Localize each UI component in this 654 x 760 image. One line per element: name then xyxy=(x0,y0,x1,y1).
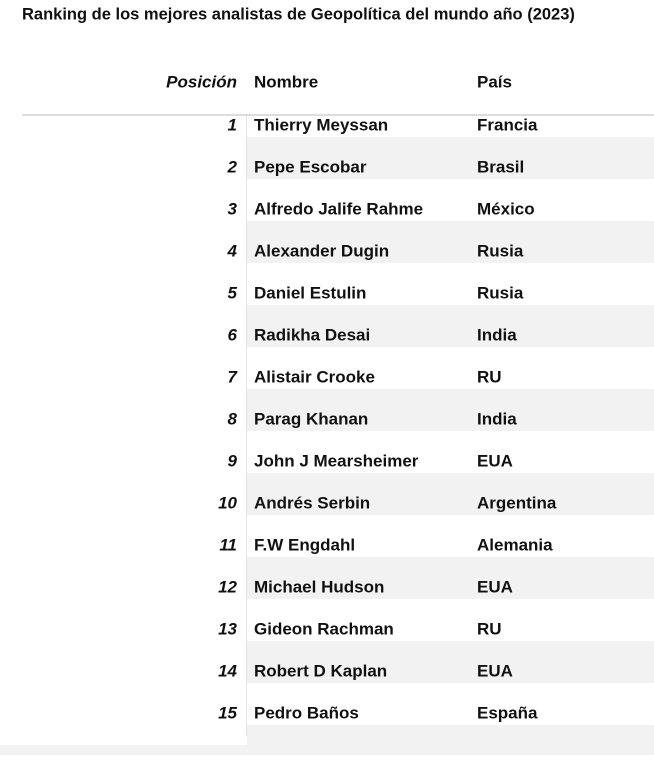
country-cell: México xyxy=(477,199,535,218)
country-cell: RU xyxy=(477,367,502,386)
country-cell: RU xyxy=(477,619,502,638)
row-band xyxy=(247,641,654,662)
footer-band xyxy=(0,745,654,755)
row-band xyxy=(247,725,654,746)
position-cell: 3 xyxy=(228,199,238,218)
country-cell: Francia xyxy=(477,115,538,134)
country-cell: Brasil xyxy=(477,157,524,176)
row-band xyxy=(247,158,654,179)
row-band xyxy=(247,410,654,431)
name-cell: Michael Hudson xyxy=(254,577,384,596)
name-cell: Alexander Dugin xyxy=(254,241,389,260)
country-cell: India xyxy=(477,325,517,344)
position-cell: 13 xyxy=(218,619,237,638)
name-cell: Gideon Rachman xyxy=(254,619,394,638)
name-cell: Radikha Desai xyxy=(254,325,370,344)
row-band xyxy=(247,578,654,599)
country-cell: EUA xyxy=(477,577,513,596)
row-band xyxy=(247,326,654,347)
row-band xyxy=(247,305,654,326)
row-band xyxy=(247,662,654,683)
header-cell: Nombre xyxy=(254,72,318,91)
country-cell: India xyxy=(477,409,517,428)
country-cell: Argentina xyxy=(477,493,557,512)
header-cell: Posición xyxy=(166,72,237,91)
position-cell: 9 xyxy=(228,451,238,470)
position-cell: 4 xyxy=(227,241,238,260)
position-cell: 1 xyxy=(228,115,237,134)
name-cell: John J Mearsheimer xyxy=(254,451,419,470)
position-cell: 12 xyxy=(218,577,237,596)
name-cell: Pedro Baños xyxy=(254,703,359,722)
position-cell: 5 xyxy=(228,283,238,302)
position-cell: 14 xyxy=(218,661,237,680)
position-cell: 11 xyxy=(219,535,237,554)
row-band xyxy=(247,242,654,263)
name-cell: Daniel Estulin xyxy=(254,283,366,302)
row-band xyxy=(247,137,654,158)
country-cell: España xyxy=(477,703,538,722)
name-cell: Alfredo Jalife Rahme xyxy=(254,199,423,218)
header-cell: País xyxy=(477,72,512,91)
row-band xyxy=(247,221,654,242)
position-cell: 15 xyxy=(218,703,237,722)
title: Ranking de los mejores analistas de Geop… xyxy=(22,5,575,23)
name-cell: Andrés Serbin xyxy=(254,493,370,512)
table-body: 1 Thierry Meyssan Francia 2 Pepe Escobar Bras… xyxy=(218,115,654,746)
row-band xyxy=(247,494,654,515)
country-cell: Rusia xyxy=(477,241,524,260)
position-cell: 2 xyxy=(227,157,238,176)
country-cell: EUA xyxy=(477,661,513,680)
name-cell: Alistair Crooke xyxy=(254,367,375,386)
name-cell: Thierry Meyssan xyxy=(254,115,388,134)
name-cell: Parag Khanan xyxy=(254,409,368,428)
row-band xyxy=(247,557,654,578)
country-cell: Alemania xyxy=(477,535,553,554)
position-cell: 7 xyxy=(228,367,239,386)
position-cell: 8 xyxy=(228,409,238,428)
country-cell: EUA xyxy=(477,451,513,470)
name-cell: Robert D Kaplan xyxy=(254,661,387,680)
position-cell: 6 xyxy=(228,325,238,344)
name-cell: Pepe Escobar xyxy=(254,157,367,176)
country-cell: Rusia xyxy=(477,283,524,302)
row-band xyxy=(247,473,654,494)
name-cell: F.W Engdahl xyxy=(254,535,355,554)
row-band xyxy=(247,389,654,410)
position-cell: 10 xyxy=(218,493,237,512)
